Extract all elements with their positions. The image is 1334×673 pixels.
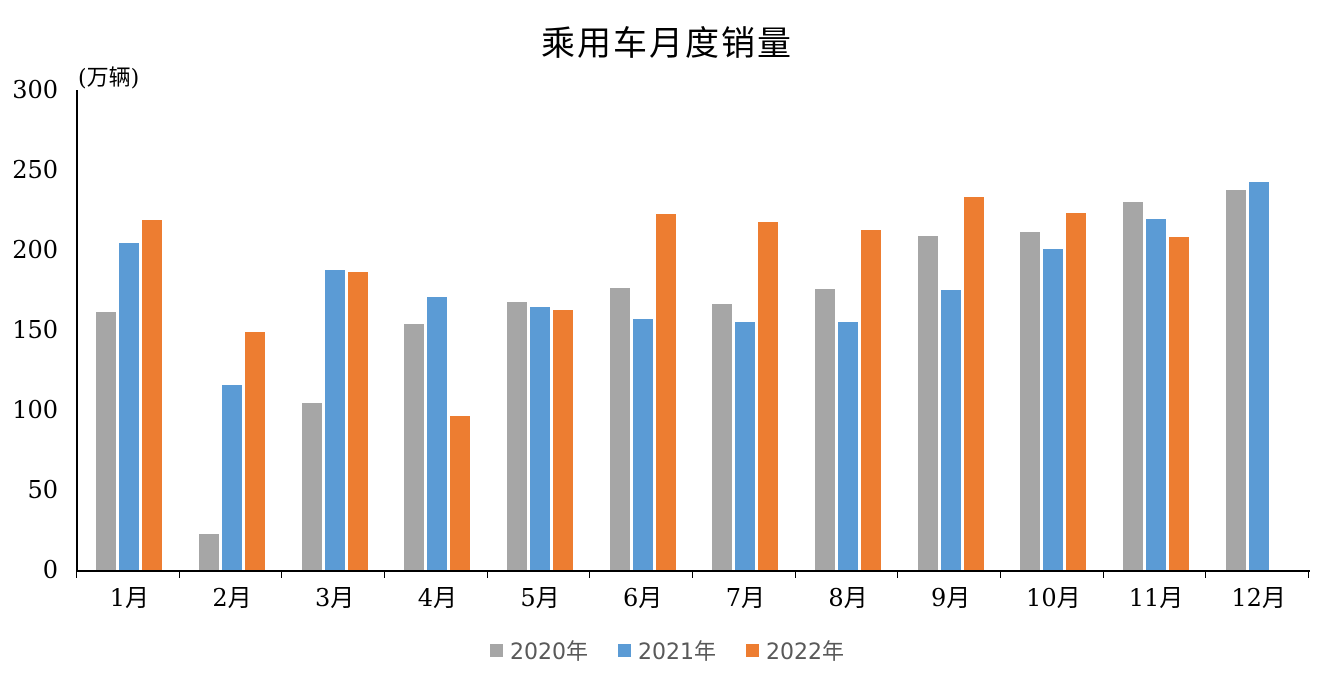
x-axis-tick (1102, 572, 1104, 578)
x-axis-tick (589, 572, 591, 578)
x-axis-tick (794, 572, 796, 578)
bar-series0-month4 (404, 324, 425, 570)
bar-series2-month9 (963, 196, 984, 570)
bar-series2-month11 (1169, 237, 1190, 570)
bar-group-9 (899, 90, 1002, 570)
bar-group-11 (1105, 90, 1208, 570)
bar-series1-month3 (324, 270, 345, 570)
bar-series0-month8 (815, 289, 836, 570)
bar-series1-month12 (1248, 182, 1269, 570)
bar-group-3 (283, 90, 386, 570)
y-axis-unit-label: (万辆) (78, 66, 140, 91)
bar-series1-month10 (1043, 248, 1064, 570)
bar-series1-month2 (222, 385, 242, 570)
x-tick-label-9: 9月 (931, 584, 971, 612)
bar-series2-month4 (450, 415, 471, 570)
bar-series1-month7 (735, 321, 756, 570)
bar-series2-month6 (655, 214, 676, 570)
bar-group-4 (386, 90, 489, 570)
x-tick-label-12: 12月 (1231, 584, 1286, 612)
legend-label: 2020年 (510, 640, 588, 665)
legend-swatch-icon (746, 643, 759, 657)
x-tick-label-3: 3月 (315, 584, 355, 612)
x-tick-label-5: 5月 (520, 584, 560, 612)
bar-group-1 (78, 90, 181, 570)
x-tick-label-8: 8月 (828, 584, 868, 612)
bar-series0-month6 (609, 287, 630, 570)
x-tick-label-10: 10月 (1026, 584, 1081, 612)
x-tick-label-4: 4月 (417, 584, 457, 612)
bar-group-10 (1002, 90, 1105, 570)
bar-series1-month4 (427, 297, 448, 570)
y-tick-label: 150 (12, 316, 58, 344)
bar-series0-month2 (199, 534, 219, 570)
bar-group-8 (797, 90, 900, 570)
legend-label: 2021年 (638, 640, 716, 665)
x-axis-tick (178, 572, 180, 578)
chart-title: 乘用车月度销量 (541, 24, 793, 64)
y-tick-label: 250 (12, 156, 58, 184)
x-axis-tick (1205, 572, 1207, 578)
x-axis-tick (281, 572, 283, 578)
legend-swatch-icon (618, 643, 631, 657)
bar-series0-month1 (96, 311, 117, 570)
bar-series1-month11 (1146, 219, 1167, 570)
x-tick-label-6: 6月 (623, 584, 663, 612)
bar-group-7 (694, 90, 797, 570)
x-axis-tick (384, 572, 385, 578)
bar-series2-month1 (142, 220, 163, 570)
bar-series2-month3 (347, 271, 368, 570)
bar-series1-month6 (632, 318, 653, 570)
bar-series2-month5 (553, 310, 574, 570)
bar-series0-month3 (301, 403, 322, 570)
bar-series0-month9 (917, 235, 938, 570)
bar-series0-month12 (1225, 190, 1246, 570)
x-axis-tick (1308, 572, 1309, 578)
bar-series2-month8 (861, 230, 882, 570)
bar-group-2 (181, 90, 284, 570)
x-tick-label-1: 1月 (109, 584, 149, 612)
bar-series0-month10 (1020, 232, 1041, 570)
bar-series1-month9 (940, 289, 961, 570)
bar-series1-month5 (530, 306, 551, 570)
x-axis-tick (486, 572, 488, 578)
y-tick-label: 50 (27, 476, 58, 504)
bar-series0-month7 (712, 303, 733, 570)
x-tick-label-11: 11月 (1128, 584, 1184, 612)
legend-label: 2022年 (766, 640, 844, 665)
legend-item-1: 2021年 (618, 634, 716, 666)
bar-series1-month1 (119, 242, 140, 570)
legend-swatch-icon (490, 643, 503, 657)
bar-series2-month2 (245, 332, 265, 570)
y-tick-label: 300 (12, 76, 58, 104)
x-axis-tick (76, 572, 77, 578)
bar-group-12 (1207, 90, 1310, 570)
x-tick-label-2: 2月 (212, 584, 252, 612)
legend-item-0: 2020年 (490, 634, 588, 666)
legend-item-2: 2022年 (746, 634, 844, 666)
bar-series0-month11 (1123, 202, 1144, 570)
bar-series1-month8 (838, 321, 859, 570)
bar-series2-month7 (758, 222, 779, 570)
bar-group-5 (489, 90, 592, 570)
x-axis-tick (692, 572, 693, 578)
y-tick-label: 200 (12, 236, 58, 264)
x-axis-tick (1000, 572, 1001, 578)
bar-series0-month5 (507, 302, 528, 570)
x-axis-tick (897, 572, 899, 578)
bar-group-6 (591, 90, 694, 570)
x-tick-label-7: 7月 (725, 584, 765, 612)
bar-series2-month10 (1066, 213, 1087, 570)
y-tick-label: 100 (12, 396, 58, 424)
y-tick-label: 0 (42, 556, 58, 584)
legend: 2020年 2021年 2022年 (0, 634, 1334, 666)
plot-area (76, 90, 1310, 572)
